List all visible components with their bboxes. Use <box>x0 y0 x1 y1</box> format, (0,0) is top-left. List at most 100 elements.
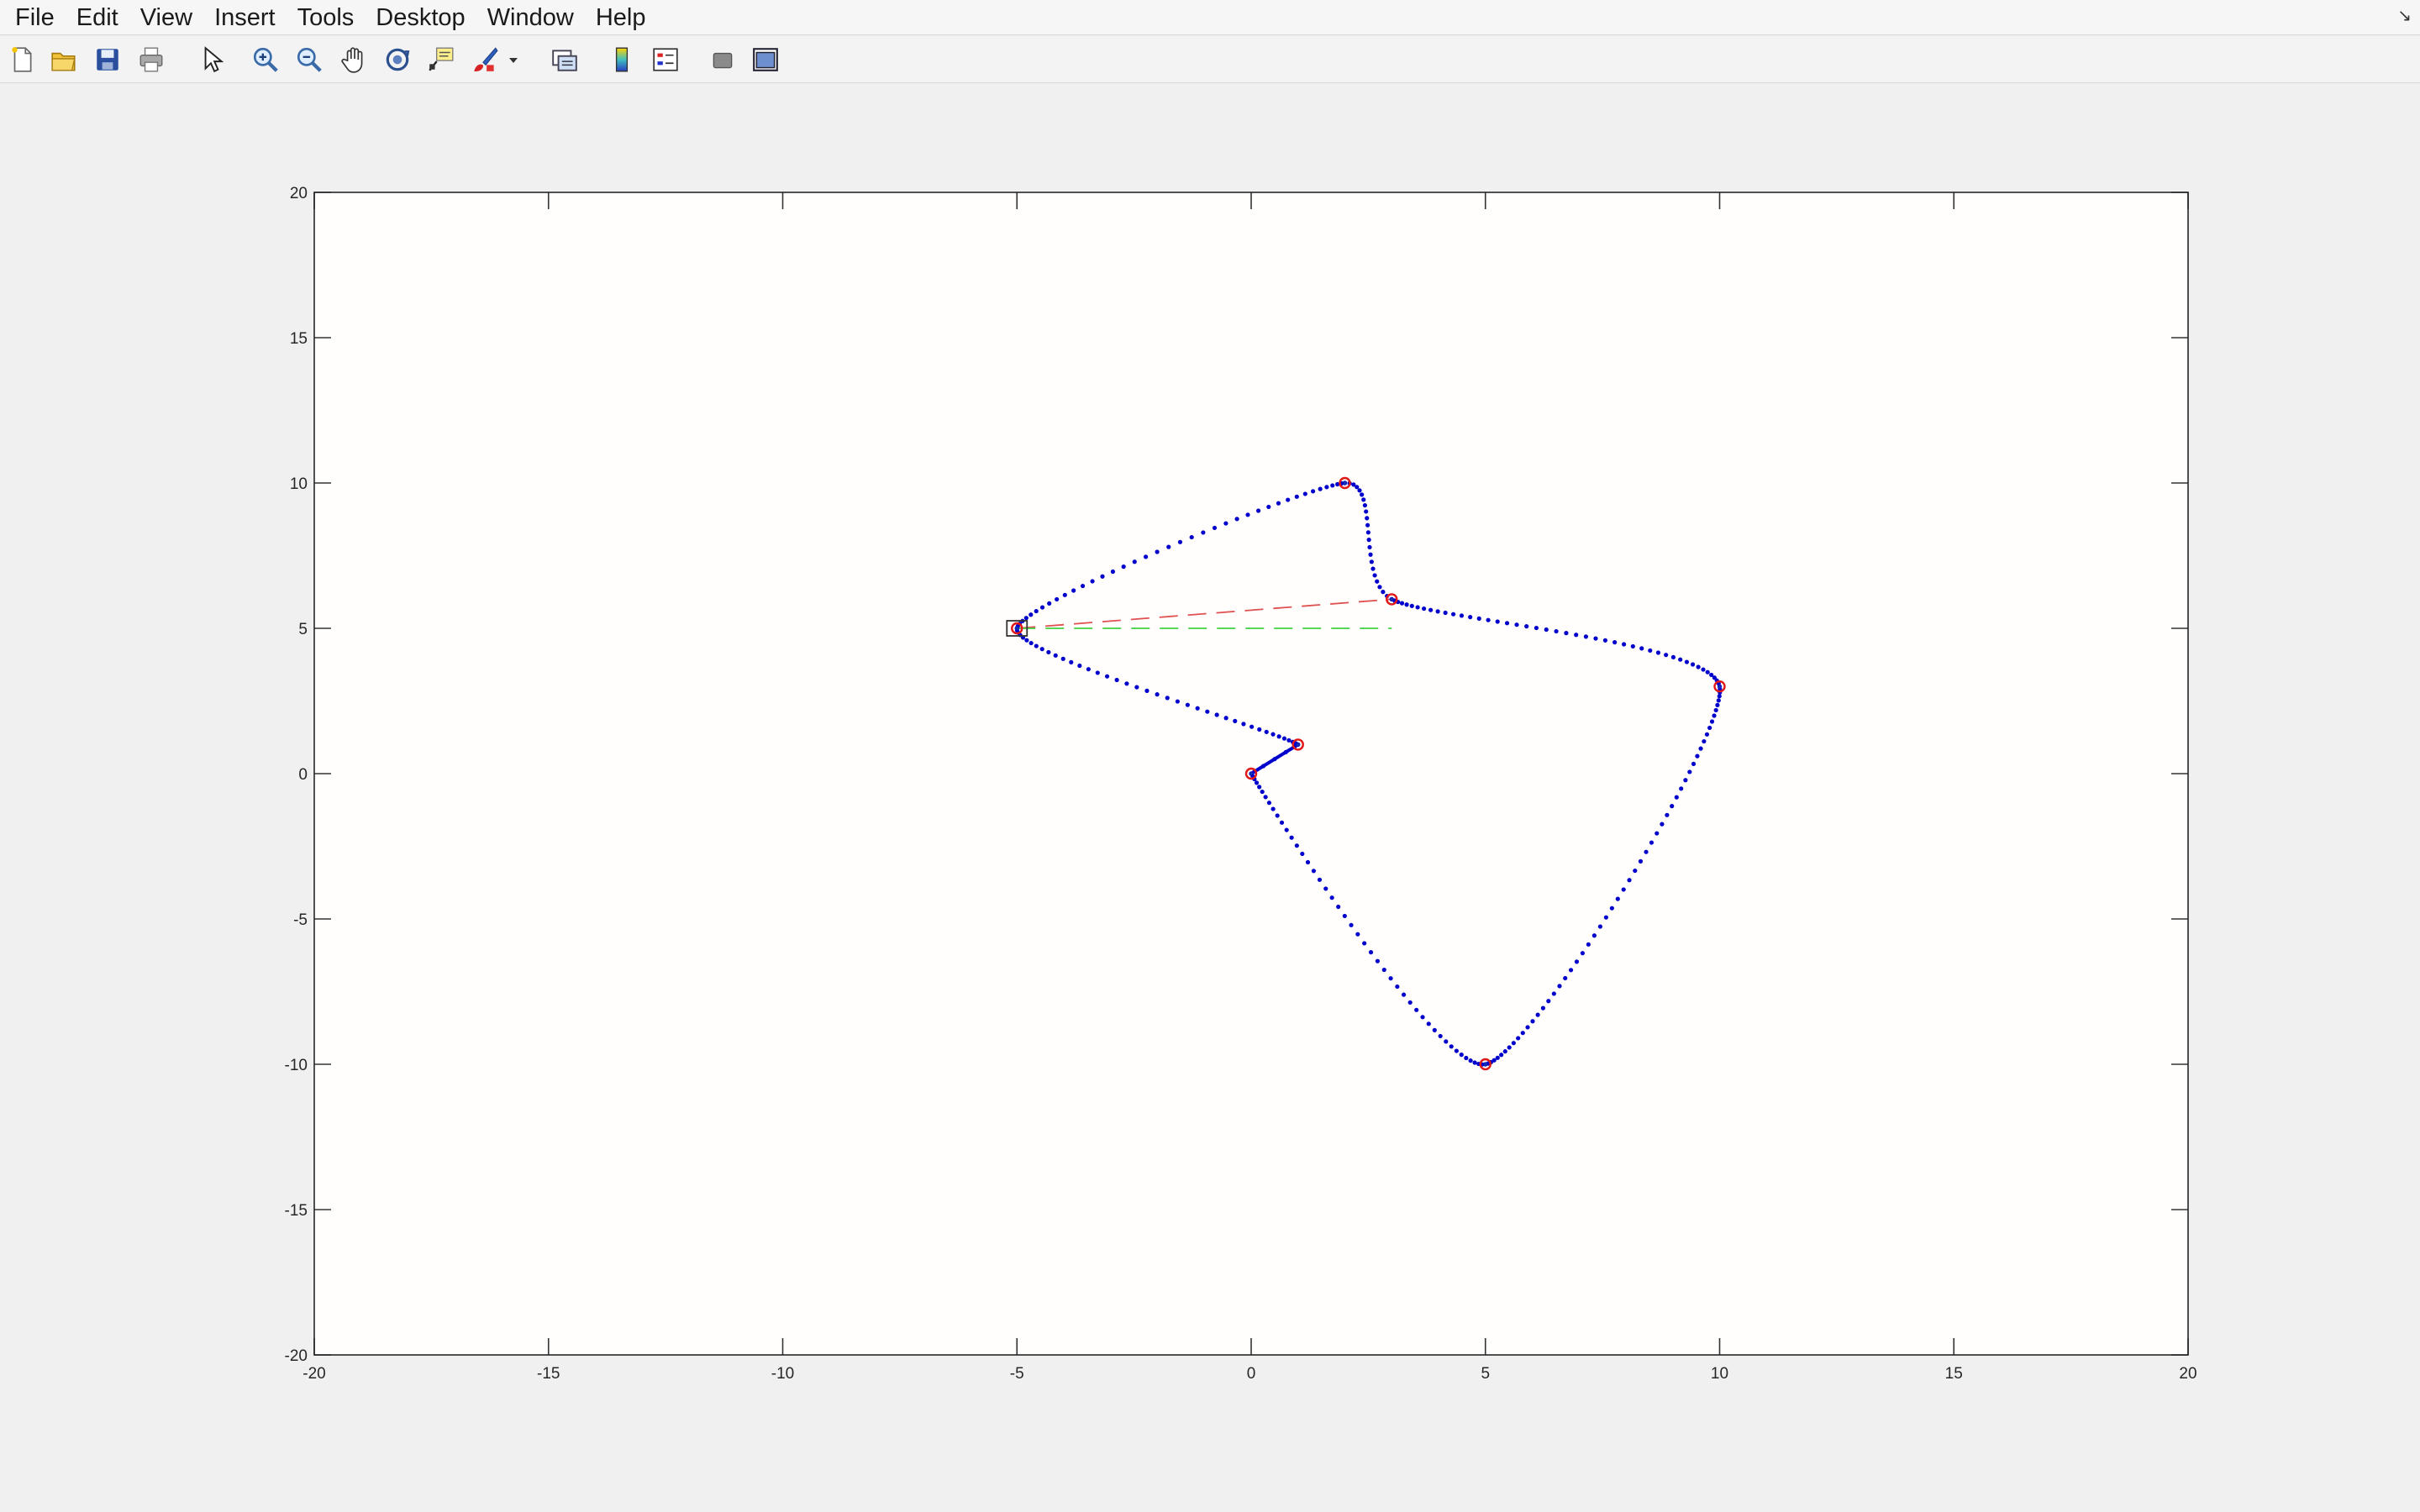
path-dot <box>1330 483 1335 488</box>
print-icon[interactable] <box>136 45 166 75</box>
path-dot <box>1426 1021 1431 1026</box>
hide-plot-tools-icon[interactable] <box>708 45 738 75</box>
path-dot <box>1201 530 1206 535</box>
waypoint-center <box>1390 597 1394 601</box>
path-dot <box>1223 716 1228 721</box>
pan-hand-icon[interactable] <box>339 45 369 75</box>
path-dot <box>1110 569 1116 575</box>
path-dot <box>1716 698 1721 703</box>
show-plot-tools-icon[interactable] <box>750 45 781 75</box>
insert-legend-icon[interactable] <box>650 45 681 75</box>
zoom-out-icon[interactable] <box>294 45 324 75</box>
menu-tools[interactable]: Tools <box>297 3 355 31</box>
path-dot <box>1132 559 1137 564</box>
x-tick-label: 10 <box>1711 1365 1728 1383</box>
waypoint-center <box>1718 685 1722 689</box>
y-tick-label: 15 <box>290 330 308 348</box>
plot-axes[interactable]: -20 -15 -10 -5 0 5 10 15 20 -20 -15 -10 -5 0 5 10 15 20 <box>0 84 2420 1512</box>
path-dot <box>1362 941 1367 946</box>
path-dot <box>1655 650 1661 655</box>
path-dot <box>1318 486 1323 491</box>
path-dot <box>1449 1044 1454 1049</box>
zoom-in-icon[interactable] <box>250 45 281 75</box>
path-dot <box>1365 516 1370 521</box>
undock-arrow-icon[interactable]: ↘ <box>2397 7 2412 25</box>
path-dot <box>1409 603 1414 608</box>
path-dot <box>1166 544 1171 549</box>
data-cursor-icon[interactable] <box>426 45 456 75</box>
waypoint-marker <box>1244 767 1258 780</box>
path-dot <box>1381 590 1386 595</box>
path-dot <box>1317 877 1323 882</box>
path-dot <box>1407 1000 1413 1005</box>
waypoint-marker <box>1011 622 1023 635</box>
path-dot <box>1698 746 1703 751</box>
path-dot <box>1443 610 1448 616</box>
path-dot <box>1546 999 1551 1004</box>
x-tick-label: -10 <box>771 1365 794 1383</box>
path-dot <box>1712 713 1717 718</box>
open-file-icon[interactable] <box>49 45 79 75</box>
path-dot <box>1028 640 1034 646</box>
path-dot <box>1705 669 1710 675</box>
path-dot <box>1514 622 1519 627</box>
path-dot <box>1205 709 1210 714</box>
y-tick-label: 5 <box>298 621 308 638</box>
waypoint-marker <box>1713 680 1726 693</box>
path-dot <box>1289 835 1294 840</box>
path-dot <box>1355 932 1360 937</box>
path-dot <box>1335 481 1340 487</box>
save-icon[interactable] <box>92 45 123 75</box>
path-dot <box>1165 696 1170 701</box>
path-dot <box>1294 494 1299 499</box>
path-dot <box>1223 521 1228 526</box>
path-dot <box>1404 602 1409 607</box>
menu-insert[interactable]: Insert <box>214 3 276 31</box>
path-dot <box>1702 738 1707 744</box>
brush-dropdown-icon[interactable] <box>505 45 522 75</box>
menu-view[interactable]: View <box>139 3 193 31</box>
path-dot <box>1263 795 1268 800</box>
brush-icon[interactable] <box>470 45 500 75</box>
y-tick-label: -5 <box>293 911 308 929</box>
path-dot <box>1495 619 1500 624</box>
path-dot <box>1621 887 1626 892</box>
figure-canvas: -20 -15 -10 -5 0 5 10 15 20 -20 -15 -10 -5 0 5 10 15 20 <box>0 84 2420 1512</box>
path-dot <box>1323 886 1328 891</box>
path-dot <box>1249 724 1255 729</box>
menu-bar: File Edit View Insert Tools Desktop Wind… <box>0 0 2420 35</box>
path-dot <box>1633 868 1638 874</box>
path-dot <box>1260 764 1266 769</box>
path-dot <box>1679 786 1684 791</box>
path-dot <box>1276 501 1281 506</box>
path-dot <box>1597 924 1602 929</box>
menu-desktop[interactable]: Desktop <box>376 3 466 31</box>
path-dot <box>1540 1005 1545 1011</box>
path-dot <box>1602 638 1608 643</box>
link-plot-icon[interactable] <box>550 45 580 75</box>
path-dot <box>1459 1053 1464 1058</box>
menu-window[interactable]: Window <box>487 3 574 31</box>
path-dot <box>1468 615 1473 620</box>
new-figure-icon[interactable] <box>7 45 37 75</box>
path-dot <box>1476 616 1481 621</box>
path-dot <box>1377 585 1382 590</box>
menu-edit[interactable]: Edit <box>76 3 118 31</box>
insert-colorbar-icon[interactable] <box>607 45 637 75</box>
x-tick-label: 15 <box>1945 1365 1963 1383</box>
path-dot <box>1124 681 1129 686</box>
path-dot <box>1450 612 1456 617</box>
menu-help[interactable]: Help <box>595 3 646 31</box>
path-dot <box>1284 827 1289 832</box>
path-dot <box>1155 692 1160 697</box>
path-dot <box>1421 606 1427 612</box>
path-dot <box>1100 574 1105 579</box>
y-tick-label: -15 <box>285 1202 308 1220</box>
x-tick-label: -15 <box>537 1365 560 1383</box>
path-dot <box>1311 869 1317 874</box>
y-tick-label: 20 <box>290 185 308 202</box>
menu-file[interactable]: File <box>15 3 55 31</box>
edit-plot-arrow-icon[interactable] <box>197 45 227 75</box>
rotate-3d-icon[interactable] <box>382 45 413 75</box>
path-dot <box>1368 950 1374 955</box>
